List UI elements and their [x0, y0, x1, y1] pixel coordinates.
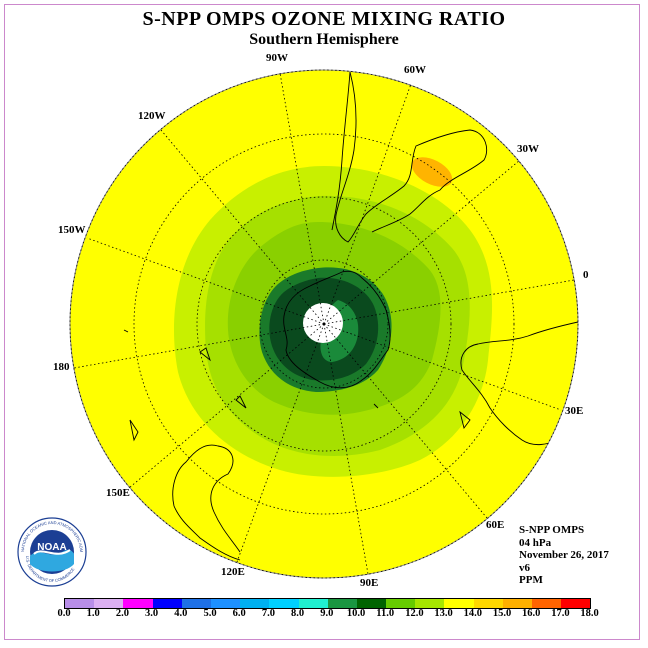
lon-label-150w: 150W	[58, 224, 86, 236]
color-bar-segment	[123, 599, 153, 608]
lon-label-90w: 90W	[266, 52, 288, 64]
color-bar-tick-label: 16.0	[522, 608, 541, 619]
noaa-logo: NOAA NATIONAL OCEANIC AND ATMOSPHERIC AD…	[16, 516, 87, 587]
color-bar-tick-label: 3.0	[145, 608, 159, 619]
color-bar-segment	[298, 599, 328, 608]
meridian-lines	[73, 72, 575, 575]
color-bar	[64, 598, 592, 609]
lon-label-30w: 30W	[517, 143, 539, 155]
color-bar-segment	[181, 599, 211, 608]
color-bar-tick-label: 2.0	[115, 608, 129, 619]
color-bar-tick-label: 13.0	[434, 608, 453, 619]
color-bar-tick-label: 14.0	[463, 608, 482, 619]
australia-coast	[172, 444, 241, 561]
lon-label-60w: 60W	[404, 64, 426, 76]
noaa-logo-text: NOAA	[37, 542, 66, 553]
lon-label-90e: 90E	[360, 577, 378, 589]
color-bar-segment	[502, 599, 532, 608]
color-bar-tick-label: 7.0	[261, 608, 275, 619]
color-bar-segment	[327, 599, 357, 608]
color-bar-labels: 0.0 1.0 2.0 3.0 4.0 5.0 6.0 7.0 8.0 9.0 10.0 11.0 12…	[0, 608, 648, 622]
color-bar-tick-label: 4.0	[174, 608, 188, 619]
color-bar-segment	[240, 599, 270, 608]
info-date: November 26, 2017	[519, 549, 609, 561]
color-bar-segment	[473, 599, 503, 608]
info-instrument: S-NPP OMPS	[519, 524, 585, 536]
info-version: v6	[519, 561, 530, 574]
lon-label-150e: 150E	[106, 487, 130, 499]
color-bar-segment	[65, 599, 95, 608]
color-bar-segment	[210, 599, 241, 608]
color-bar-tick-label: 18.0	[580, 608, 599, 619]
color-bar-tick-label: 6.0	[232, 608, 246, 619]
color-bar-segment	[444, 599, 474, 608]
color-bar-tick-label: 11.0	[376, 608, 395, 619]
figure-frame	[4, 4, 640, 640]
lon-label-120e: 120E	[221, 566, 245, 578]
south-america-coast	[335, 71, 488, 243]
lon-label-30e: 30E	[565, 405, 583, 417]
color-bar-tick-label: 5.0	[203, 608, 217, 619]
south-pole-marker	[322, 322, 326, 326]
color-bar-segment	[415, 599, 445, 608]
map-title: S-NPP OMPS OZONE MIXING RATIO	[142, 8, 506, 30]
lon-label-0: 0	[583, 269, 589, 281]
color-bar-tick-label: 1.0	[86, 608, 100, 619]
new-zealand-coast	[199, 347, 247, 409]
color-bar-tick-label: 10.0	[346, 608, 366, 619]
color-bar-segment	[561, 599, 591, 608]
color-bar-tick-label: 9.0	[320, 608, 334, 619]
color-bar-tick-label: 12.0	[405, 608, 424, 619]
color-bar-segment	[356, 599, 387, 608]
color-bar-tick-label: 15.0	[492, 608, 512, 619]
africa-coast	[460, 321, 578, 446]
color-bar-segment	[269, 599, 299, 608]
color-bar-tick-label: 17.0	[551, 608, 570, 619]
lon-label-120w: 120W	[138, 110, 166, 122]
color-bar-segment	[94, 599, 124, 608]
color-bar-segment	[152, 599, 182, 608]
latitude-circles	[69, 69, 579, 579]
color-bar-segment	[386, 599, 416, 608]
lon-label-180: 180	[53, 361, 70, 373]
info-level: 04 hPa	[519, 536, 552, 549]
color-bar-segment	[532, 599, 562, 608]
map-subtitle: Southern Hemisphere	[249, 31, 399, 48]
product-info: S-NPP OMPS 04 hPa November 26, 2017 v6 P…	[519, 524, 609, 587]
ozone-local-max	[411, 157, 453, 187]
color-bar-tick-label: 8.0	[291, 608, 305, 619]
color-bar-tick-label: 0.0	[57, 608, 71, 619]
antarctica-coast	[283, 270, 391, 389]
lon-label-60e: 60E	[486, 519, 504, 531]
coastlines	[123, 71, 578, 561]
info-units: PPM	[519, 574, 543, 586]
